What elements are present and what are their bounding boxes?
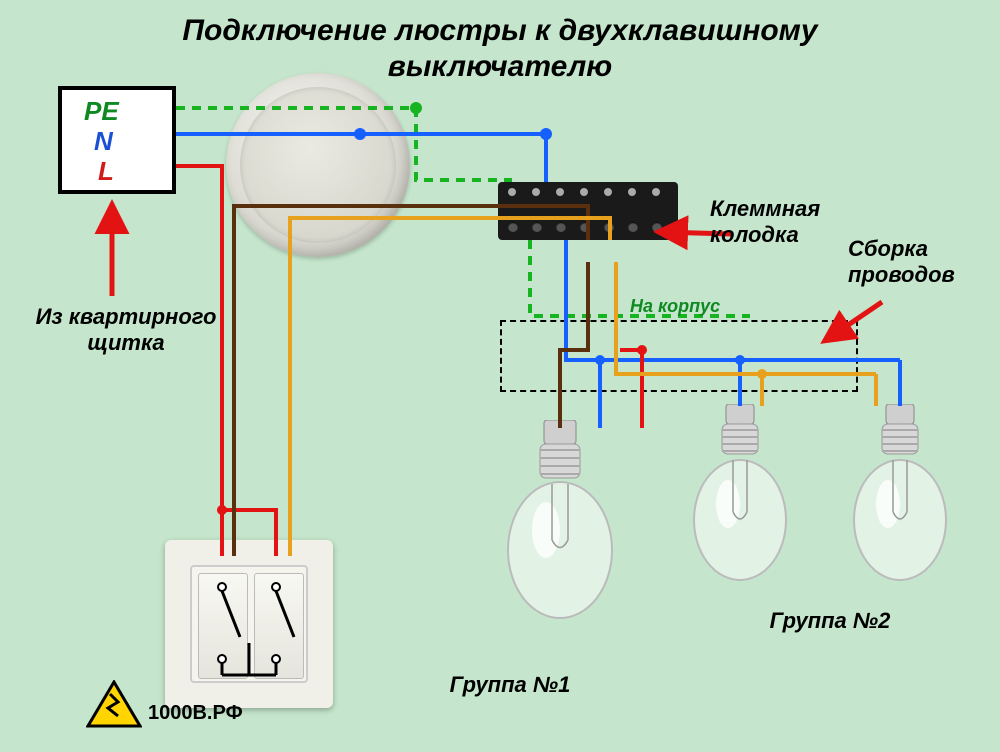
panel-n-label: N <box>94 126 113 157</box>
label-to-case: На корпус <box>630 296 770 317</box>
diagram-canvas: Подключение люстры к двухклавишному выкл… <box>0 0 1000 752</box>
panel-pe-label: PE <box>84 96 119 127</box>
label-from-panel-l1: Из квартирного <box>26 304 226 330</box>
diagram-title-line1: Подключение люстры к двухклавишному <box>0 14 1000 48</box>
two-gang-switch <box>165 540 333 708</box>
label-wires-l1: Сборка <box>848 236 998 262</box>
label-group1: Группа №1 <box>420 672 600 698</box>
label-terminal-l2: колодка <box>710 222 870 248</box>
wire-assembly-box <box>500 320 858 392</box>
bulb-group2-a <box>686 404 794 599</box>
warning-sign-icon <box>86 680 142 735</box>
bulb-group1 <box>500 420 620 635</box>
terminal-block <box>498 182 678 240</box>
panel-l-label: L <box>98 156 114 187</box>
switch-schematic-icon <box>196 573 306 681</box>
diagram-title-line2: выключателю <box>0 50 1000 84</box>
label-wires-l2: проводов <box>848 262 998 288</box>
bulb-group2-b <box>846 404 954 599</box>
label-terminal-l1: Клеммная <box>710 196 870 222</box>
label-group2: Группа №2 <box>740 608 920 634</box>
label-from-panel-l2: щитка <box>26 330 226 356</box>
junction-box <box>226 73 410 257</box>
label-site: 1000В.РФ <box>148 702 288 725</box>
